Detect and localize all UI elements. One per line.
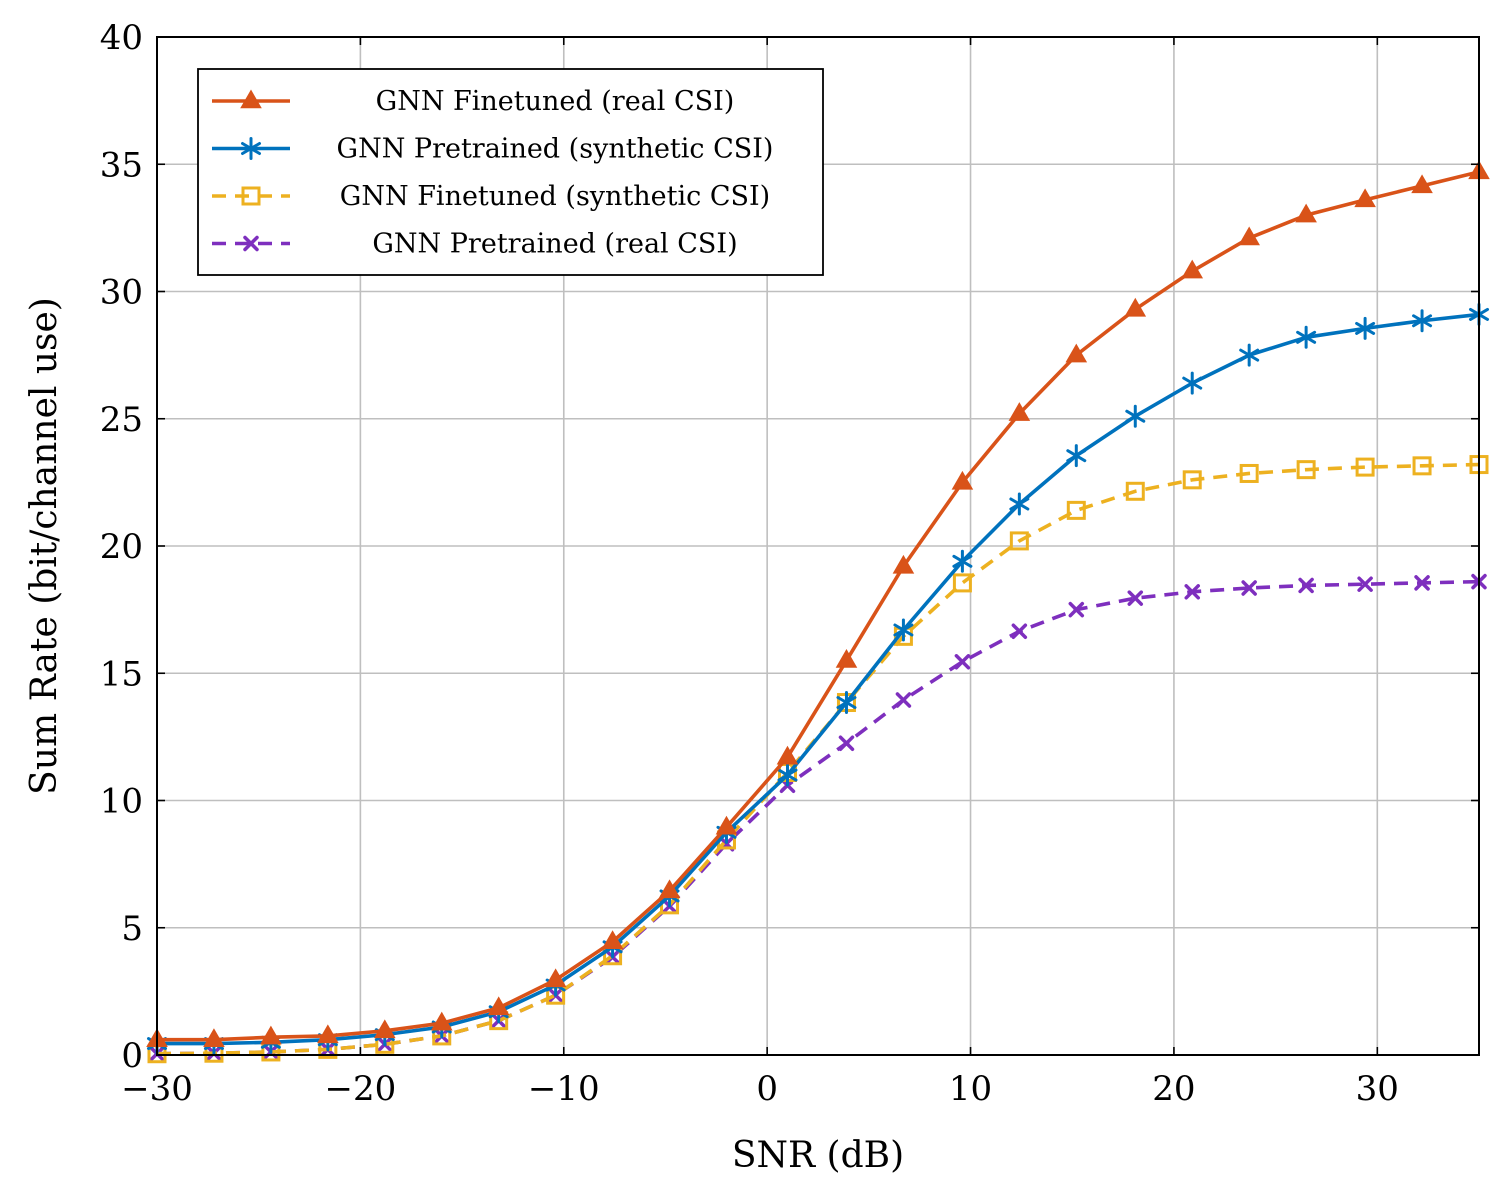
data-point <box>260 1025 282 1045</box>
series-layer <box>146 160 1490 1064</box>
x-tick-label: 10 <box>949 1069 992 1109</box>
x-tick-label: −30 <box>121 1069 193 1109</box>
data-point <box>1298 577 1314 594</box>
y-tick-label: 5 <box>121 909 143 949</box>
data-point <box>715 815 738 835</box>
series-0 <box>146 160 1490 1047</box>
data-point <box>1065 343 1088 363</box>
data-point <box>777 763 798 787</box>
data-point <box>1182 371 1203 395</box>
data-point <box>203 1028 225 1047</box>
data-point <box>373 1019 396 1039</box>
data-point <box>1127 590 1144 606</box>
data-point <box>1296 460 1316 480</box>
data-point <box>1357 576 1373 592</box>
legend-item: GNN Finetuned (synthetic CSI) <box>212 181 770 212</box>
data-point <box>1182 470 1202 490</box>
y-tick-label: 35 <box>100 145 143 185</box>
data-point <box>892 554 915 574</box>
data-point <box>1125 404 1146 428</box>
data-point <box>835 649 858 668</box>
data-point <box>241 137 261 160</box>
data-point <box>1124 297 1147 317</box>
legend-label: GNN Finetuned (synthetic CSI) <box>340 181 770 212</box>
data-point <box>241 186 261 206</box>
data-point <box>1009 492 1030 516</box>
data-point <box>1411 174 1433 194</box>
y-tick-label: 10 <box>100 782 143 822</box>
legend-item: GNN Pretrained (synthetic CSI) <box>212 134 773 165</box>
data-point <box>1066 444 1087 468</box>
y-tick-label: 0 <box>121 1036 143 1076</box>
series-1 <box>147 302 1489 1056</box>
data-point <box>1412 309 1433 333</box>
series-line <box>156 462 1480 1056</box>
data-point <box>1296 325 1317 349</box>
data-point <box>317 1024 339 1044</box>
data-point <box>952 549 973 573</box>
y-tick-label: 25 <box>100 400 143 440</box>
y-tick-label: 20 <box>100 527 143 567</box>
data-point <box>1008 402 1031 421</box>
data-point <box>601 930 624 949</box>
legend-label: GNN Pretrained (real CSI) <box>372 229 737 260</box>
x-tick-label: −10 <box>528 1069 600 1109</box>
y-axis-title: Sum Rate (bit/channel use) <box>24 297 65 795</box>
data-point <box>838 735 855 751</box>
y-tick-label: 40 <box>100 18 143 58</box>
data-point <box>1009 531 1029 551</box>
x-tick-label: 0 <box>756 1069 778 1109</box>
x-axis-title: SNR (dB) <box>732 1135 904 1176</box>
series-line <box>157 170 1480 1042</box>
data-point <box>430 1011 453 1031</box>
data-point <box>1184 584 1200 600</box>
data-point <box>1412 456 1432 476</box>
data-point <box>954 654 971 670</box>
data-point <box>895 692 912 708</box>
data-point <box>1354 188 1376 208</box>
y-tick-label: 30 <box>100 273 143 313</box>
data-point <box>1414 575 1430 591</box>
data-point <box>1295 203 1317 223</box>
data-point <box>240 89 262 109</box>
data-point <box>893 618 914 642</box>
data-point <box>951 470 974 490</box>
legend: GNN Finetuned (real CSI) GNN Pretrained (… <box>197 68 824 276</box>
legend-box <box>197 68 824 276</box>
data-point <box>1241 580 1257 596</box>
axis-ticks: −30 −20 −10 0 10 20 30 0 5 10 15 20 25 30 35 40 <box>100 18 1479 1109</box>
data-point <box>1239 463 1259 483</box>
data-point <box>243 235 259 252</box>
data-point <box>544 968 567 988</box>
data-point <box>1011 623 1028 640</box>
data-point <box>836 691 857 715</box>
data-point <box>1066 500 1086 520</box>
data-point <box>658 879 681 899</box>
data-point <box>776 745 799 765</box>
x-tick-label: 20 <box>1152 1069 1195 1109</box>
y-tick-label: 15 <box>100 654 143 694</box>
legend-label: GNN Pretrained (synthetic CSI) <box>337 134 774 165</box>
data-point <box>1239 343 1260 367</box>
x-tick-label: −20 <box>325 1069 397 1109</box>
data-point <box>1238 226 1260 246</box>
data-point <box>1355 316 1376 340</box>
legend-label: GNN Finetuned (real CSI) <box>376 86 735 117</box>
data-point <box>1125 481 1145 501</box>
data-point <box>1181 259 1204 279</box>
legend-item: GNN Pretrained (real CSI) <box>212 229 738 260</box>
data-point <box>952 573 972 593</box>
data-point <box>487 996 510 1016</box>
series-line <box>157 312 1480 1046</box>
legend-item: GNN Finetuned (real CSI) <box>212 86 734 117</box>
x-tick-label: 30 <box>1356 1069 1399 1109</box>
series-2 <box>147 455 1489 1064</box>
series-line <box>156 579 1480 1056</box>
series-3 <box>149 573 1487 1062</box>
data-point <box>1068 601 1085 618</box>
data-point <box>1355 457 1375 477</box>
